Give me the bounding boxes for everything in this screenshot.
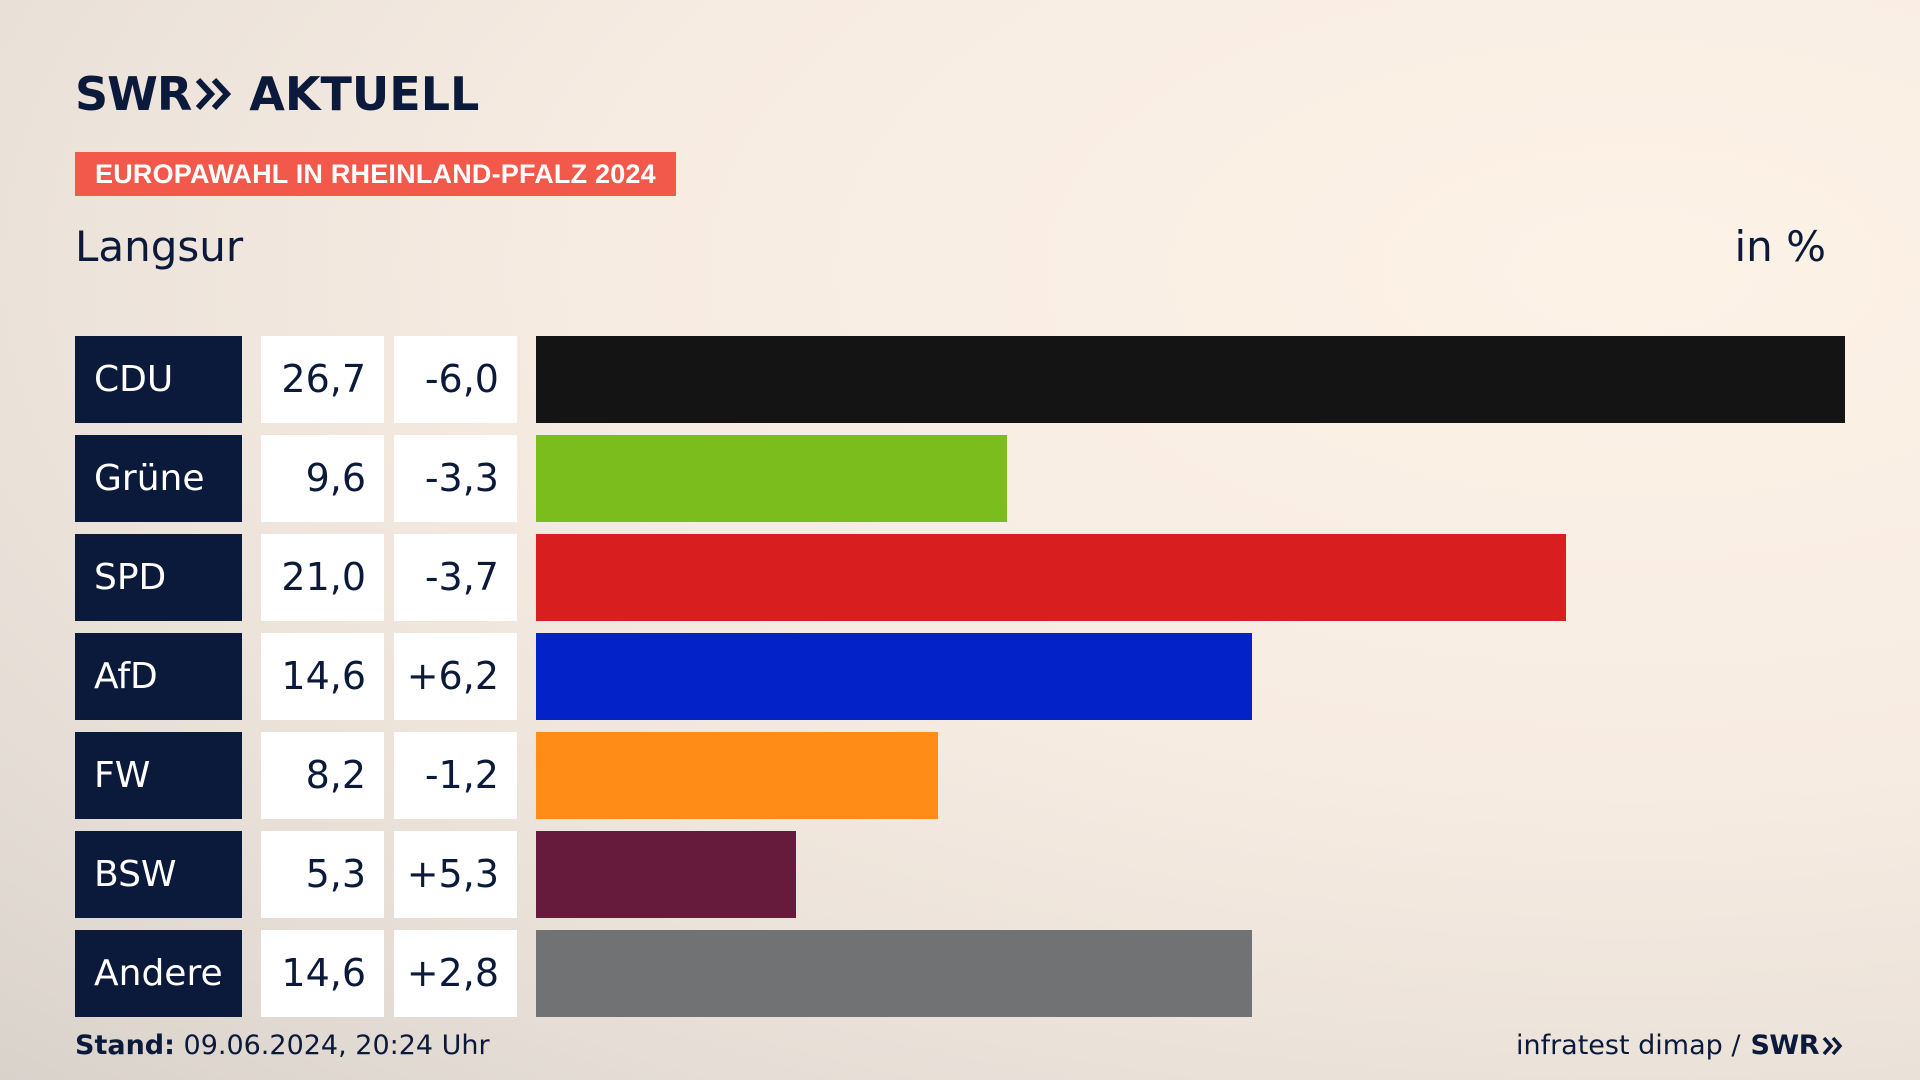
result-row: AfD 14,6 +6,2: [75, 633, 1845, 720]
vote-share-label: 9,6: [261, 435, 384, 522]
vote-share-label: 14,6: [261, 930, 384, 1017]
election-banner: EUROPAWAHL IN RHEINLAND-PFALZ 2024: [75, 152, 676, 196]
result-row: FW 8,2 -1,2: [75, 732, 1845, 819]
result-bar: [536, 534, 1566, 621]
result-bar: [536, 930, 1252, 1017]
result-bar: [536, 633, 1252, 720]
vote-share-label: 14,6: [261, 633, 384, 720]
source-text: infratest dimap /: [1515, 1030, 1741, 1061]
result-row: Andere 14,6 +2,8: [75, 930, 1845, 1017]
party-label: FW: [75, 732, 242, 819]
party-label: BSW: [75, 831, 242, 918]
party-label: SPD: [75, 534, 242, 621]
result-row: BSW 5,3 +5,3: [75, 831, 1845, 918]
change-label: +5,3: [394, 831, 517, 918]
double-chevron-icon: [195, 77, 233, 111]
result-bar: [536, 732, 938, 819]
change-label: +6,2: [394, 633, 517, 720]
change-label: -3,7: [394, 534, 517, 621]
result-bar: [536, 336, 1845, 423]
double-chevron-small-icon: [1822, 1036, 1844, 1056]
result-bar: [536, 831, 796, 918]
source-credit: infratest dimap / SWR: [1516, 1030, 1844, 1061]
logo-brand: SWR: [75, 67, 192, 121]
unit-label: in %: [1734, 222, 1826, 271]
party-label: CDU: [75, 336, 242, 423]
logo-product: AKTUELL: [249, 67, 480, 121]
party-label: Grüne: [75, 435, 242, 522]
result-row: Grüne 9,6 -3,3: [75, 435, 1845, 522]
stand-label: Stand:: [75, 1030, 175, 1061]
change-label: -6,0: [394, 336, 517, 423]
result-bar: [536, 435, 1007, 522]
vote-share-label: 5,3: [261, 831, 384, 918]
swr-aktuell-logo: SWR AKTUELL: [75, 66, 479, 122]
source-brand: SWR: [1750, 1030, 1819, 1061]
timestamp: Stand: 09.06.2024, 20:24 Uhr: [75, 1030, 490, 1061]
party-label: Andere: [75, 930, 242, 1017]
change-label: +2,8: [394, 930, 517, 1017]
vote-share-label: 21,0: [261, 534, 384, 621]
stand-value: 09.06.2024, 20:24 Uhr: [183, 1030, 490, 1061]
result-row: CDU 26,7 -6,0: [75, 336, 1845, 423]
vote-share-label: 8,2: [261, 732, 384, 819]
vote-share-label: 26,7: [261, 336, 384, 423]
change-label: -1,2: [394, 732, 517, 819]
change-label: -3,3: [394, 435, 517, 522]
chart-title: Langsur: [75, 222, 244, 271]
party-label: AfD: [75, 633, 242, 720]
result-row: SPD 21,0 -3,7: [75, 534, 1845, 621]
